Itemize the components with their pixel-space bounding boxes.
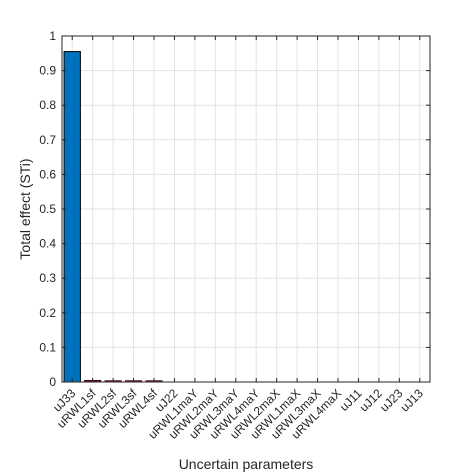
y-tick-label: 0.6 xyxy=(39,167,56,181)
y-tick-label: 0.2 xyxy=(39,306,56,320)
y-tick-label: 0.7 xyxy=(39,133,56,147)
y-tick-label: 0.5 xyxy=(39,202,56,216)
y-tick-label: 0.4 xyxy=(39,237,56,251)
y-tick-label: 1 xyxy=(49,29,56,43)
x-axis-ticks: uJ33uRWL1sfuRWL2sfuRWL3sfuRWL4sfuJ22uRWL… xyxy=(50,36,426,442)
y-axis-ticks: 0 0.1 0.2 0.3 0.4 0.5 0.6 0.7 0.8 0.9 1 xyxy=(39,29,430,389)
y-tick-label: 0.3 xyxy=(39,271,56,285)
x-axis-label: Uncertain parameters xyxy=(179,456,314,472)
y-tick-label: 0.8 xyxy=(39,98,56,112)
y-tick-label: 0 xyxy=(49,375,56,389)
bar-uJ33 xyxy=(63,51,81,383)
grid-lines xyxy=(62,36,430,382)
y-axis-label: Total effect (STi) xyxy=(17,158,33,259)
x-tick-label: uJ13 xyxy=(398,386,427,415)
y-tick-label: 0.9 xyxy=(39,64,56,78)
y-tick-label: 0.1 xyxy=(39,340,56,354)
